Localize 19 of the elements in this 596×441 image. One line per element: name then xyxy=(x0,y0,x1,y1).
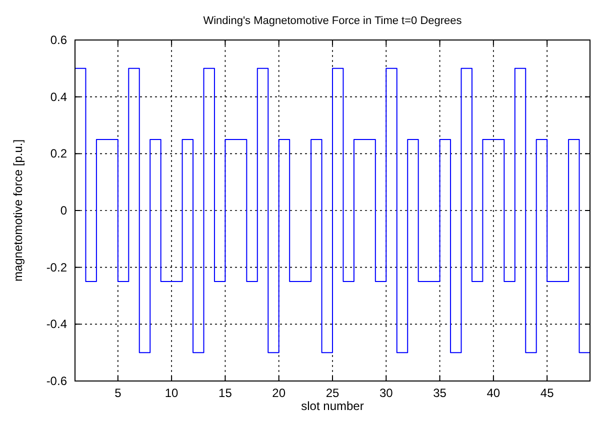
x-tick-label: 35 xyxy=(433,386,447,400)
y-tick-label: -0.2 xyxy=(46,260,68,274)
chart-title: Winding's Magnetomotive Force in Time t=0 Degrees xyxy=(203,15,462,27)
y-tick-label: -0.4 xyxy=(46,317,68,332)
y-axis-title: magnetomotive force [p.u.] xyxy=(11,139,25,282)
y-tick-label: 0 xyxy=(60,204,68,218)
x-tick-label: 20 xyxy=(272,386,286,400)
x-tick-label: 30 xyxy=(379,386,394,400)
y-tick-label: -0.6 xyxy=(46,374,68,388)
x-tick-label: 10 xyxy=(164,386,179,400)
y-tick-label: 0.4 xyxy=(50,90,68,104)
y-tick-label: 0.2 xyxy=(50,146,68,161)
y-tick-label: 0.6 xyxy=(50,33,68,47)
x-tick-label: 40 xyxy=(486,386,500,400)
x-tick-label: 5 xyxy=(114,386,122,400)
x-tick-label: 25 xyxy=(326,386,340,400)
x-tick-label: 45 xyxy=(540,386,554,400)
x-axis-title: slot number xyxy=(301,399,364,413)
x-tick-label: 15 xyxy=(218,386,232,400)
